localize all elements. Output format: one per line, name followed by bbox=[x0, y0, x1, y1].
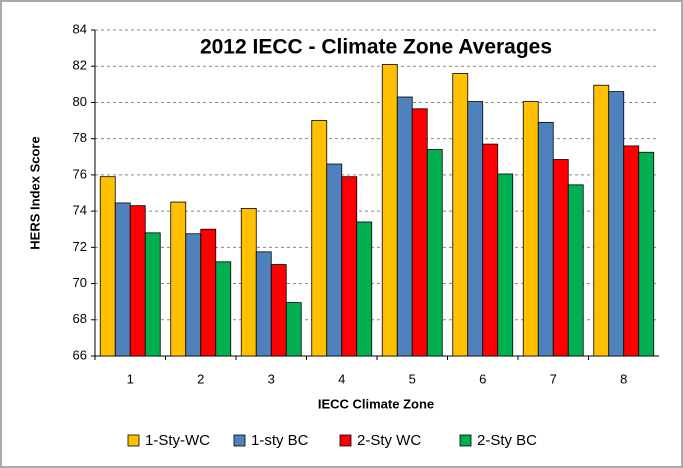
bar bbox=[552, 159, 569, 357]
bar bbox=[426, 149, 443, 357]
bar bbox=[608, 91, 625, 357]
legend-label: 1-sty BC bbox=[251, 432, 309, 449]
legend-label: 2-Sty BC bbox=[477, 432, 537, 449]
legend-swatch bbox=[459, 434, 472, 447]
y-tick-label: 66 bbox=[73, 347, 87, 362]
bar bbox=[255, 251, 272, 357]
bar bbox=[311, 120, 328, 357]
legend-label: 2-Sty WC bbox=[357, 432, 421, 449]
bar bbox=[396, 96, 413, 357]
bar bbox=[170, 201, 187, 357]
bar bbox=[200, 228, 217, 357]
bar bbox=[567, 184, 584, 357]
bar bbox=[623, 145, 640, 357]
y-axis-label: HERS Index Score bbox=[27, 136, 42, 249]
legend-swatch bbox=[339, 434, 352, 447]
x-axis-label: IECC Climate Zone bbox=[318, 396, 434, 411]
bar bbox=[285, 302, 302, 357]
bar bbox=[467, 101, 484, 357]
bar bbox=[593, 84, 610, 357]
y-tick-label: 82 bbox=[73, 58, 87, 73]
bar bbox=[537, 121, 554, 357]
x-tick-label: 8 bbox=[620, 371, 627, 386]
bar bbox=[638, 151, 655, 357]
bar bbox=[144, 232, 161, 357]
bar bbox=[356, 221, 373, 357]
bar bbox=[411, 108, 428, 357]
bar bbox=[129, 205, 146, 357]
legend-swatch bbox=[233, 434, 246, 447]
bar bbox=[482, 143, 499, 357]
chart-title: 2012 IECC - Climate Zone Averages bbox=[200, 36, 552, 59]
x-tick-label: 4 bbox=[338, 371, 345, 386]
y-tick-label: 76 bbox=[73, 166, 87, 181]
legend-swatch bbox=[127, 434, 140, 447]
bar bbox=[326, 163, 343, 357]
y-tick-label: 78 bbox=[73, 130, 87, 145]
x-tick-label: 7 bbox=[550, 371, 557, 386]
x-tick-label: 1 bbox=[127, 371, 134, 386]
y-tick-label: 70 bbox=[73, 275, 87, 290]
x-tick-label: 5 bbox=[409, 371, 416, 386]
y-tick-label: 80 bbox=[73, 94, 87, 109]
x-tick-label: 2 bbox=[197, 371, 204, 386]
bar bbox=[240, 207, 257, 357]
bar bbox=[452, 73, 469, 357]
bar bbox=[215, 261, 232, 357]
bar bbox=[185, 233, 202, 357]
y-tick-label: 74 bbox=[73, 203, 87, 218]
legend-label: 1-Sty-WC bbox=[145, 432, 210, 449]
x-tick-label: 6 bbox=[479, 371, 486, 386]
y-tick-label: 68 bbox=[73, 311, 87, 326]
y-tick-label: 72 bbox=[73, 239, 87, 254]
bar bbox=[270, 264, 287, 357]
bar bbox=[497, 173, 514, 357]
bar bbox=[114, 202, 131, 357]
x-tick-label: 3 bbox=[268, 371, 275, 386]
y-tick-label: 84 bbox=[73, 21, 87, 36]
bar bbox=[522, 101, 539, 357]
bar bbox=[99, 176, 116, 357]
bar bbox=[381, 64, 398, 357]
bar bbox=[341, 176, 358, 357]
